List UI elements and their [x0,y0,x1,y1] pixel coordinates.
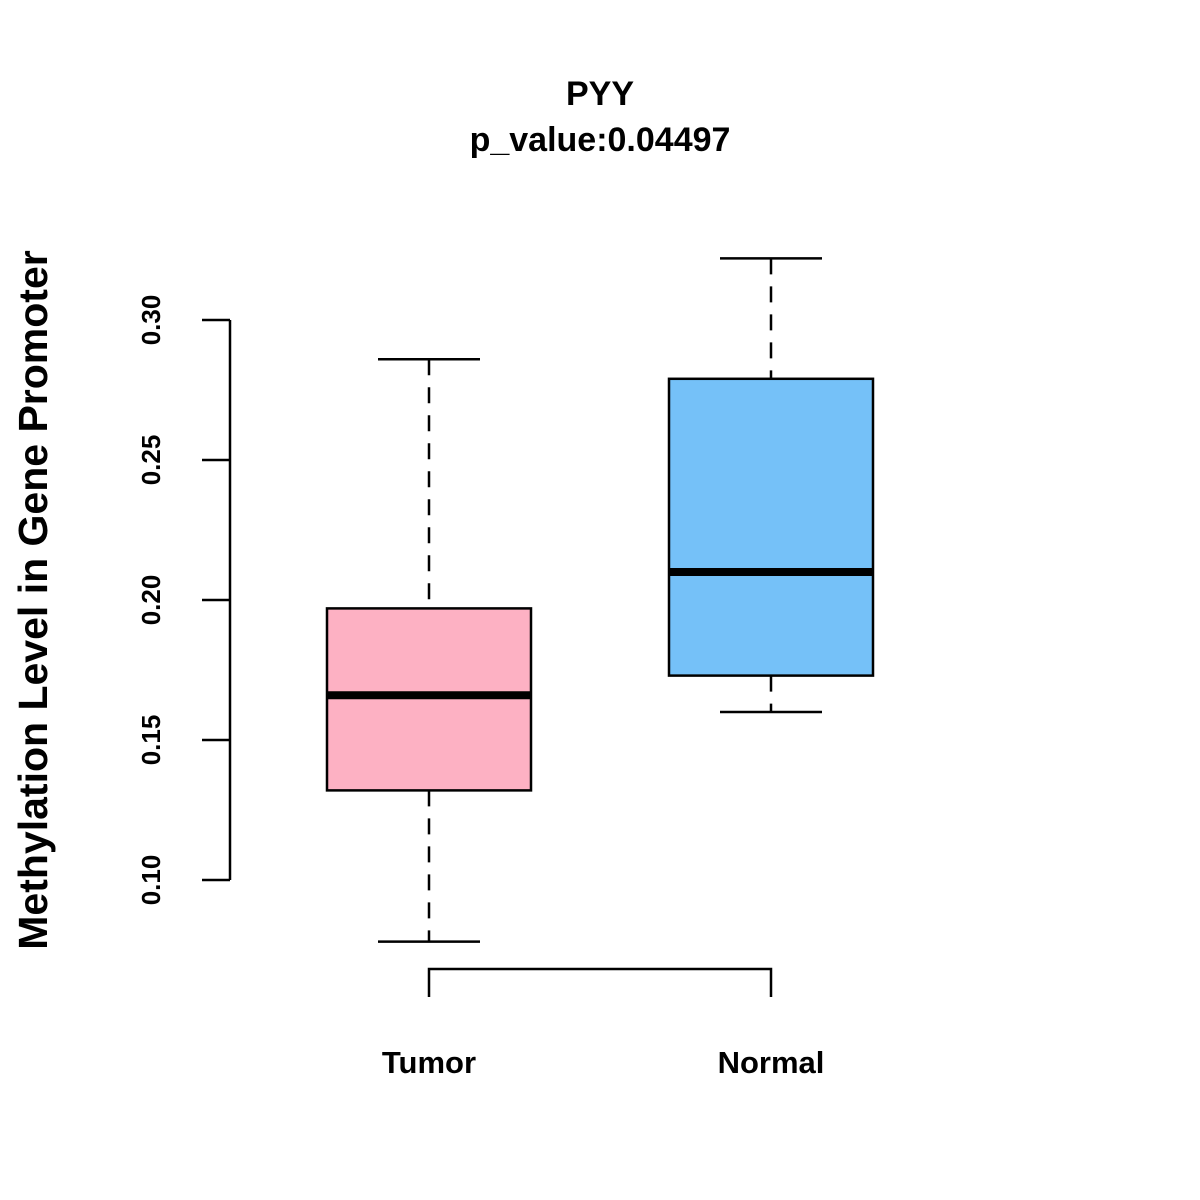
y-tick-label: 0.10 [136,855,166,906]
x-tick-label: Normal [718,1045,825,1080]
chart-subtitle: p_value:0.04497 [470,121,731,159]
iqr-box [325,607,533,792]
iqr-box [667,377,875,677]
x-tick-label: Tumor [382,1045,476,1080]
y-tick-label: 0.25 [136,435,166,486]
box-normal [667,257,875,714]
y-tick-label: 0.15 [136,715,166,766]
y-tick-label: 0.20 [136,575,166,626]
y-axis: 0.10 0.15 0.20 0.25 0.30 [136,295,232,906]
box-tumor [325,357,533,943]
y-tick-label: 0.30 [136,295,166,346]
x-axis-line [427,967,773,997]
chart-title: PYY [566,75,634,113]
x-axis: Tumor Normal [382,967,825,1080]
boxes [325,257,875,943]
y-axis-label: Methylation Level in Gene Promoter [10,250,56,949]
